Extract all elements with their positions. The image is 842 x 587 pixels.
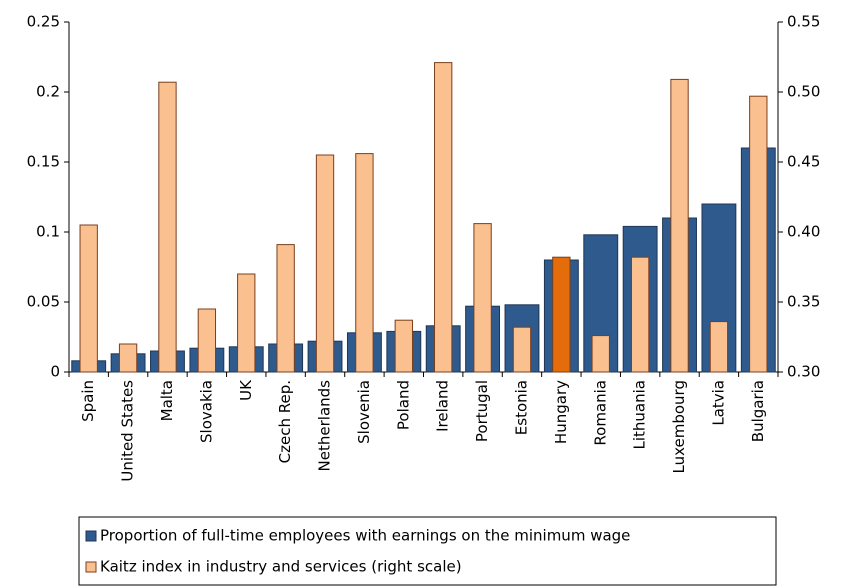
x-tick-label: Luxembourg	[670, 380, 688, 474]
x-tick-label: Poland	[394, 380, 412, 430]
x-tick-label: Lithuania	[631, 380, 649, 449]
y2-tick-label: 0.30	[787, 363, 820, 381]
bar	[512, 326, 532, 373]
x-tick-label: Spain	[79, 380, 97, 422]
bar	[670, 78, 689, 373]
bar	[591, 335, 610, 373]
legend-marker	[85, 530, 97, 542]
x-tick-label: Malta	[158, 380, 176, 421]
x-tick-label: Portugal	[473, 380, 491, 442]
legend-label: Proportion of full-time employees with e…	[100, 527, 630, 545]
x-tick-label: Slovakia	[197, 380, 215, 443]
bar	[434, 62, 453, 373]
bar	[709, 321, 729, 373]
y-tick-label: 0.05	[27, 293, 60, 311]
bar	[630, 256, 650, 373]
bar	[749, 95, 768, 373]
x-tick-label: United States	[119, 380, 137, 482]
x-tick-label: UK	[237, 379, 255, 401]
y2-tick-label: 0.40	[787, 223, 820, 241]
legend-marker	[85, 561, 97, 573]
y2-tick-label: 0.55	[787, 13, 820, 31]
y2-tick-label: 0.50	[787, 83, 820, 101]
x-tick-label: Hungary	[552, 380, 570, 444]
x-tick-label: Romania	[591, 380, 609, 446]
x-tick-label: Ireland	[434, 380, 452, 432]
y-tick-label: 0.2	[36, 83, 60, 101]
bar	[315, 154, 335, 373]
bar	[158, 81, 177, 373]
x-tick-label: Netherlands	[316, 380, 334, 472]
legend-box	[78, 516, 777, 586]
bar	[118, 343, 138, 373]
y-tick-label: 0.15	[27, 153, 60, 171]
y2-tick-label: 0.45	[787, 153, 820, 171]
x-tick-label: Slovenia	[355, 380, 373, 444]
x-tick-label: Latvia	[709, 380, 727, 426]
bar	[473, 223, 492, 373]
bar	[197, 308, 217, 373]
bar	[552, 256, 571, 373]
y-tick-label: 0.25	[27, 13, 60, 31]
x-tick-label: Bulgaria	[749, 380, 767, 442]
bar	[237, 273, 256, 373]
y2-tick-label: 0.35	[787, 293, 820, 311]
y-tick-label: 0	[50, 363, 60, 381]
x-tick-label: Estonia	[512, 380, 530, 435]
bar	[355, 153, 374, 373]
bar	[276, 244, 295, 373]
legend-label: Kaitz index in industry and services (ri…	[100, 558, 462, 576]
bar	[394, 319, 413, 373]
x-tick-label: Czech Rep.	[276, 380, 294, 463]
bar	[79, 224, 98, 373]
y-tick-label: 0.1	[36, 223, 60, 241]
